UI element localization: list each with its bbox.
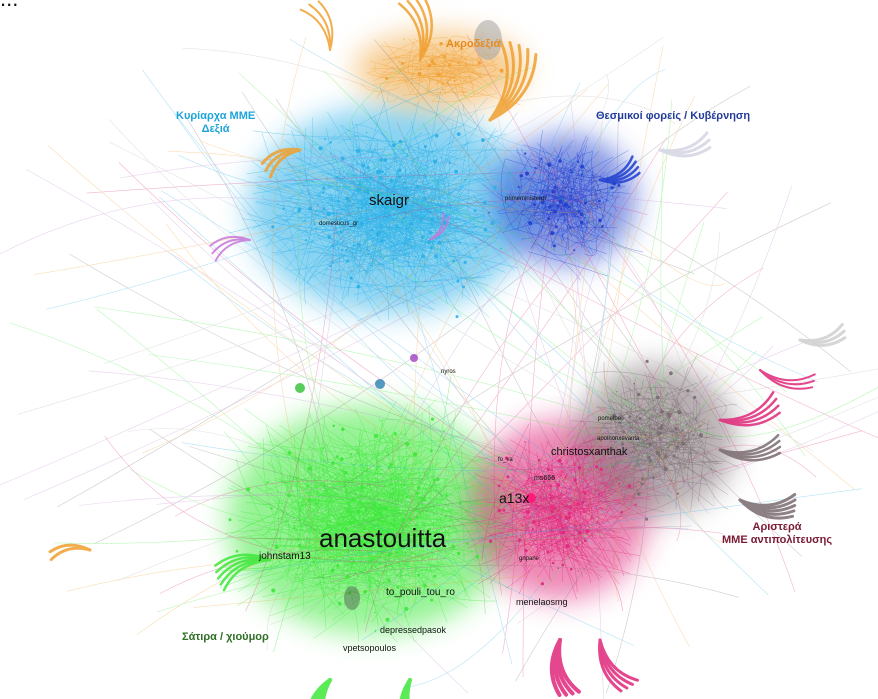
edge-bundle [209,235,251,262]
nodes-grey [610,359,704,521]
edge-bundle [310,678,332,699]
node-a13x [526,493,536,503]
node-dark-hub [344,586,360,610]
edge-bundle [260,147,302,179]
node-grey-hub [474,20,502,60]
cluster-label-mainstream-right: Κυρίαρχα ΜΜΕ Δεξιά [176,110,255,136]
edge-bundle [397,0,433,62]
node-label-johnstam13: johnstam13 [259,551,311,562]
cluster-label-institutions: Θεσμικοί φορείς / Κυβέρνηση [596,110,751,122]
edge-bundle [598,638,639,693]
edge-bundle [549,638,581,697]
cluster-label-mainstream-line2: Δεξιά [201,123,230,135]
node-label-apolnonxevanta: apolnonxevanta [597,436,640,442]
arc-layer [48,0,847,699]
edge-bundle [759,369,816,390]
node-label-gnpane: gnpane [519,556,540,562]
page-title-fragment: ... [0,0,18,12]
nodes-far-right [385,38,504,91]
edge-bundle [214,553,272,592]
edge-bundle [718,391,781,427]
node-blue-hub [375,379,385,389]
edge-bundle [598,155,641,184]
edge-bundle [488,39,538,122]
node-label-menelaosmg: menelaosmg [516,597,568,607]
edge-bundle [48,543,92,562]
cluster-label-left-line1: Αριστερά [752,521,802,533]
node-purple-hub [410,354,418,362]
cluster-label-left: Αριστερά ΜΜΕ αντιπολίτευσης [722,521,832,547]
cluster-label-mainstream-line1: Κυρίαρχα ΜΜΕ [176,110,256,122]
cluster-glow-grey [574,364,736,516]
node-label-nyros: nyros [441,369,456,375]
cluster-label-left-line2: ΜΜΕ αντιπολίτευσης [722,534,833,546]
node-label-skaigr: skaigr [369,192,410,209]
edge-bundle [399,678,412,699]
node-label-domesticus-gr: domesticus_gr [319,221,359,227]
node-label-anastouitta: anastouitta [319,523,447,553]
edges-peripheral [0,34,878,699]
node-label-pomelbe: pomelbe [598,416,622,422]
cluster-label-satire: Σάτιρα / χιούμορ [182,631,269,643]
cluster-label-far-right: Ακροδεξιά [446,38,501,50]
edge-layer [0,30,878,699]
node-label-christosxanthak: christosxanthak [551,446,628,458]
node-label-depressedpasok: depressedpasok [380,625,447,635]
nodes-satire [228,417,480,632]
node-layer [228,20,704,632]
nodes-mainstream [271,131,511,319]
node-label-a13x: a13x [499,490,530,506]
edges-satire [219,376,530,653]
edge-bundle [299,0,334,51]
edge-bundle [798,323,847,347]
edge-bundle [738,493,797,520]
node-label-primeministergr: primeministergr [505,196,547,202]
edge-bundle [658,131,712,158]
node-label-to-pouli-tou-ro: to_pouli_tou_ro [386,587,455,598]
node-label-ms666: ms666 [534,475,556,482]
nodes-institutions [488,152,621,252]
nodes-left [489,441,637,586]
edge-bundle [429,212,450,241]
node-label-fo-va: fo_va [498,457,513,463]
node-green-hub [295,383,305,393]
node-label-vpetsopoulos: vpetsopoulos [343,643,397,653]
edge-bundle [718,433,782,462]
